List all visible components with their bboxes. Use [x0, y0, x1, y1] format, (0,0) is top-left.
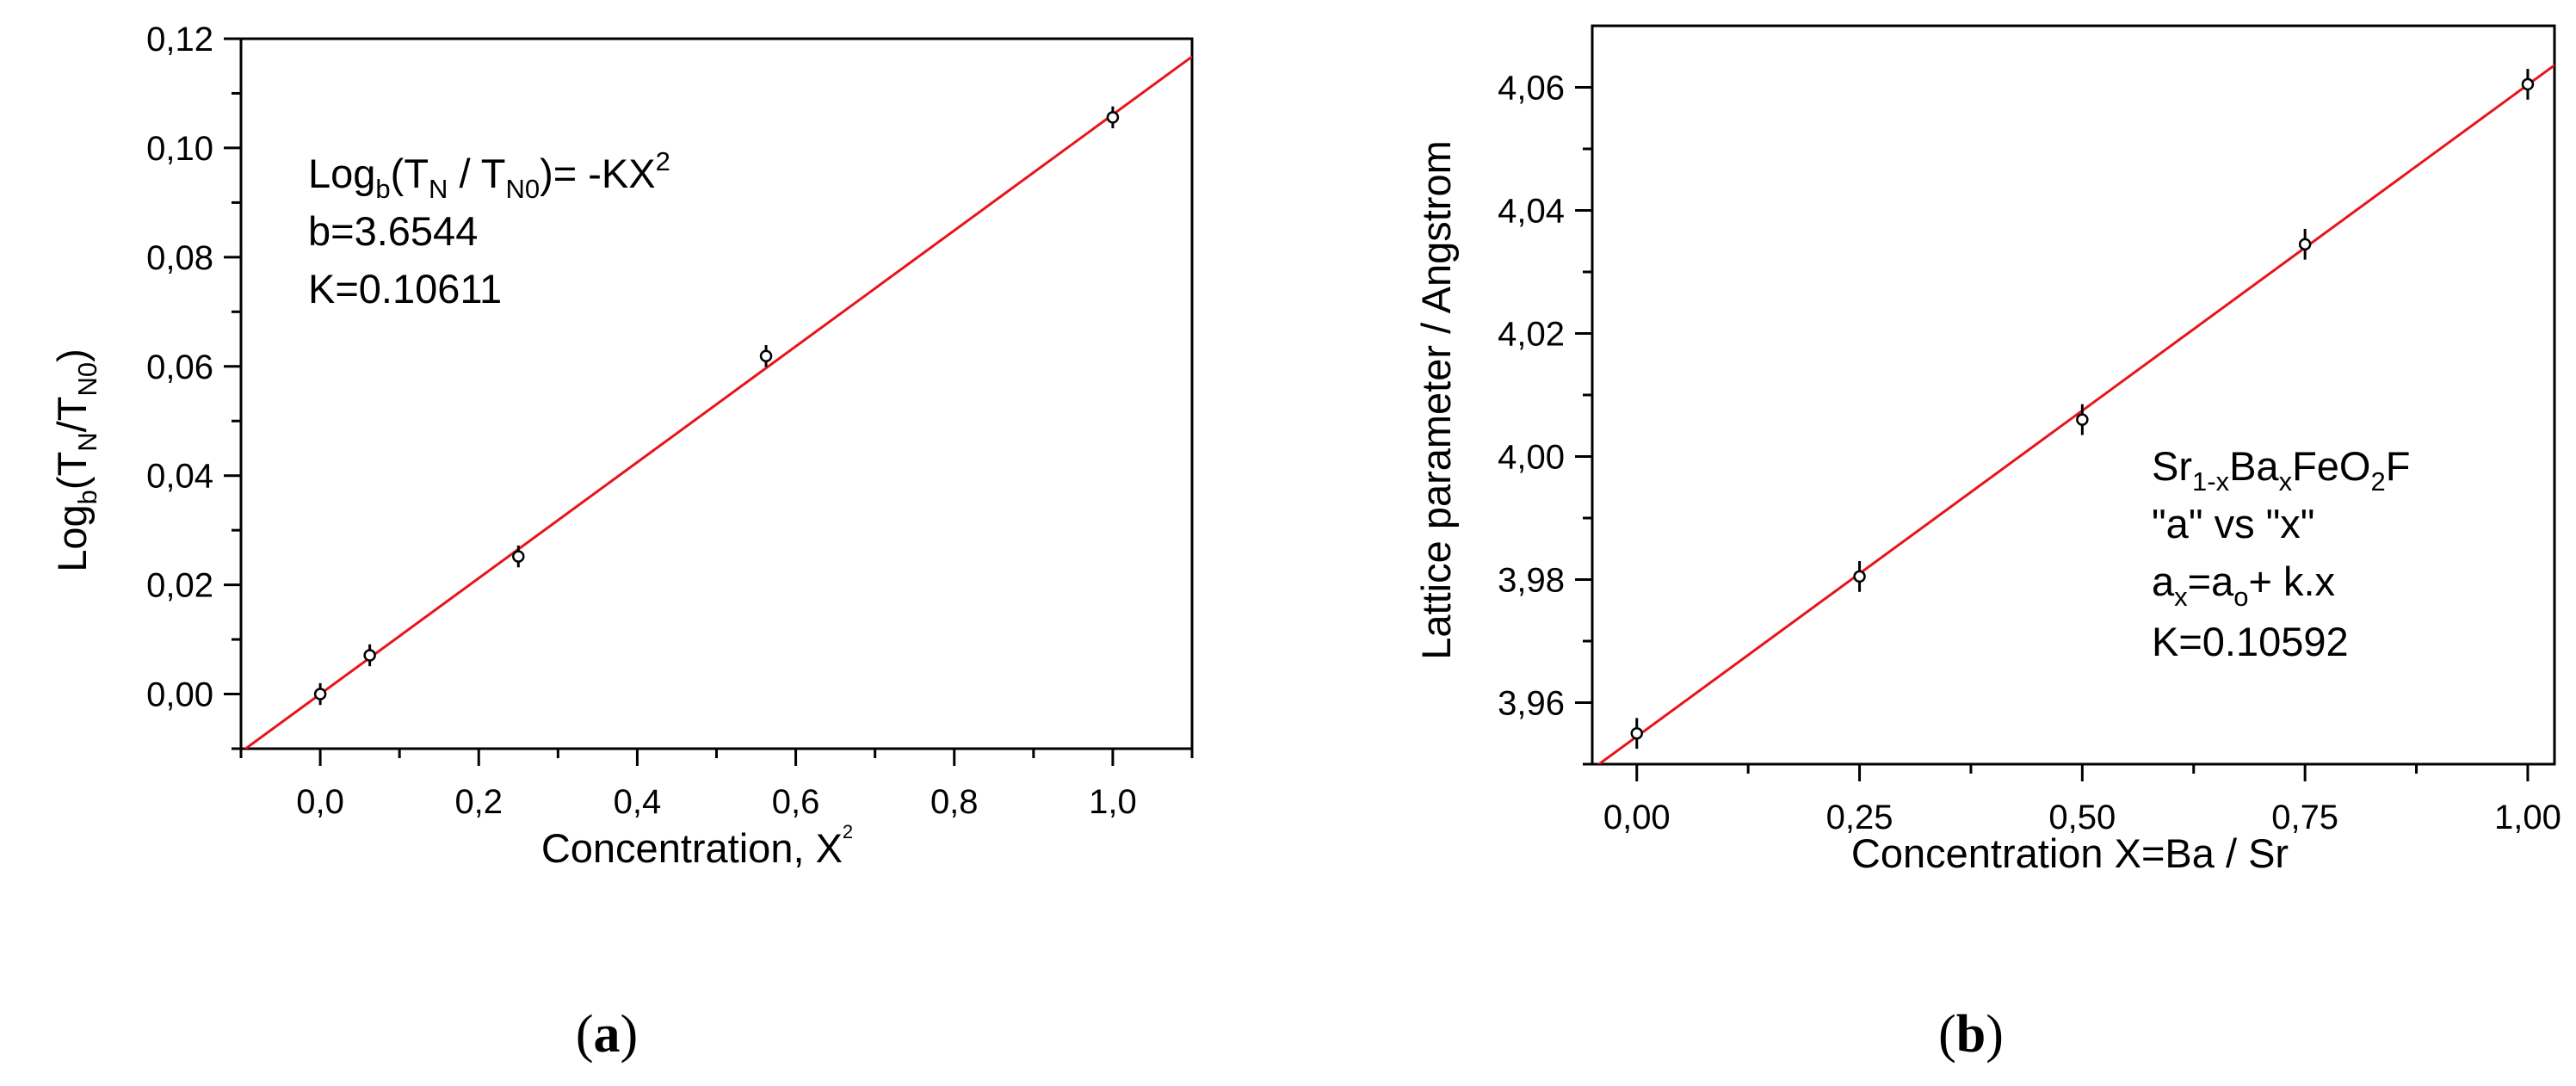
x-tick-label-b: 1,00 [2494, 799, 2561, 836]
chart-panel-a: 0,0 0,2 0,4 0,6 0,8 1,0 0,00 0,02 0,04 0,06 0,08 0,… [49, 21, 1194, 1064]
y-axis-label-a: Logb(TN/TN0) [49, 349, 102, 572]
x-tick-label-b: 0,75 [2271, 799, 2338, 836]
y-axis-label-b: Lattice parameter / Angstrom [1413, 140, 1459, 659]
x-tick-label-a: 0,6 [772, 783, 820, 821]
plot-marks-b: 0,00 0,25 0,50 0,75 1,00 3,96 3,98 4,00 4,02 4,04… [1498, 64, 2561, 836]
data-point-a [1106, 106, 1120, 129]
data-point-b [2521, 69, 2535, 100]
annotation-k-value-a: K=0.10611 [308, 266, 502, 312]
data-point-a [363, 644, 376, 667]
x-tick-label-b: 0,00 [1603, 799, 1671, 836]
y-tick-label-b: 4,04 [1498, 193, 1565, 231]
y-tick-label-a: 0,02 [146, 567, 213, 605]
point-marker-b [1853, 570, 1866, 583]
annotation-equation-a: Logb(TN / TN0)= -KX2 [308, 146, 670, 204]
x-axis-label-a: Concentration, X2 [541, 821, 853, 871]
y-tick-label-a: 0,12 [146, 21, 213, 59]
annotation-vs-b: "a" vs "x" [2152, 501, 2315, 546]
annotation-k-value-b: K=0.10592 [2152, 619, 2349, 664]
data-point-a [313, 682, 327, 706]
fit-line-a [243, 55, 1192, 749]
x-tick-label-a: 0,8 [930, 783, 979, 821]
x-tick-label-a: 0,4 [614, 783, 662, 821]
point-marker-a [512, 550, 525, 563]
point-marker-a [1106, 111, 1120, 124]
point-marker-b [1630, 727, 1644, 740]
x-tick-label-a: 0,2 [454, 783, 503, 821]
y-tick-label-b: 4,02 [1498, 316, 1565, 354]
x-axis-label-b: Concentration X=Ba / Sr [1851, 830, 2289, 876]
panel-label-b: (b) [1938, 1005, 2004, 1064]
plot-frame-a [239, 37, 1194, 750]
y-tick-label-b: 3,96 [1498, 685, 1565, 723]
point-marker-b [2076, 413, 2089, 426]
x-tick-label-a: 0,0 [296, 783, 344, 821]
y-tick-label-b: 3,98 [1498, 562, 1565, 600]
fit-line-b [1597, 64, 2554, 764]
y-tick-label-a: 0,04 [146, 458, 213, 496]
y-tick-label-b: 4,06 [1498, 70, 1565, 108]
data-point-b [2076, 404, 2089, 435]
point-marker-a [363, 649, 376, 662]
annotation-formula-b: Sr1-xBaxFeO2F [2152, 443, 2410, 497]
chart-panel-b: 0,00 0,25 0,50 0,75 1,00 3,96 3,98 4,00 4,02 4,04… [1413, 24, 2561, 1064]
y-tick-label-a: 0,00 [146, 676, 213, 714]
data-point-a [512, 545, 525, 568]
data-point-b [2298, 228, 2312, 260]
data-point-b [1630, 718, 1644, 750]
point-marker-b [2521, 77, 2535, 91]
y-tick-label-a: 0,06 [146, 349, 213, 386]
x-tick-label-a: 1,0 [1089, 783, 1137, 821]
panel-label-a: (a) [576, 1005, 638, 1064]
point-marker-a [313, 688, 327, 700]
annotation-equation-b: ax=ao+ k.x [2152, 558, 2335, 612]
x-tick-label-b: 0,50 [2048, 799, 2116, 836]
plot-frame-b [1591, 24, 2556, 766]
data-point-b [1853, 561, 1866, 592]
point-marker-a [759, 349, 773, 362]
x-tick-label-b: 0,25 [1826, 799, 1893, 836]
point-marker-b [2298, 238, 2312, 251]
y-tick-label-b: 4,00 [1498, 439, 1565, 477]
annotation-b-value-a: b=3.6544 [308, 208, 478, 254]
plot-marks-a: 0,0 0,2 0,4 0,6 0,8 1,0 0,00 0,02 0,04 0,06 0,08 0,… [146, 21, 1194, 821]
y-tick-label-a: 0,08 [146, 239, 213, 277]
y-tick-label-a: 0,10 [146, 130, 213, 168]
data-point-a [759, 345, 773, 367]
